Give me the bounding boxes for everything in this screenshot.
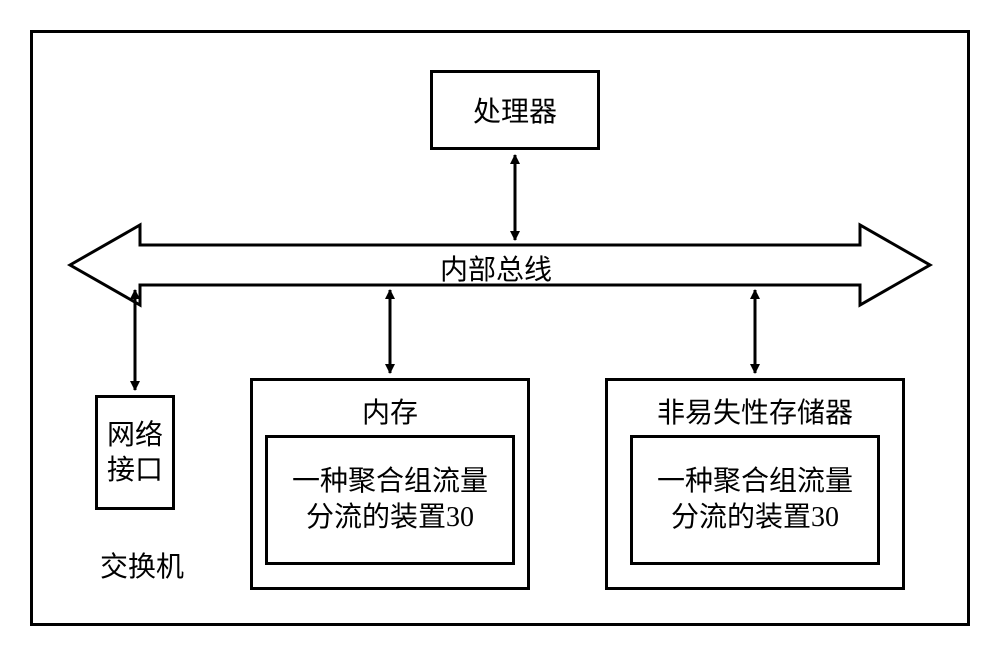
connectors [0, 0, 1000, 656]
canvas: 交换机 内部总线 处理器 网络 接口 内存 一种聚合组流量 分流的装置30 非易… [0, 0, 1000, 656]
